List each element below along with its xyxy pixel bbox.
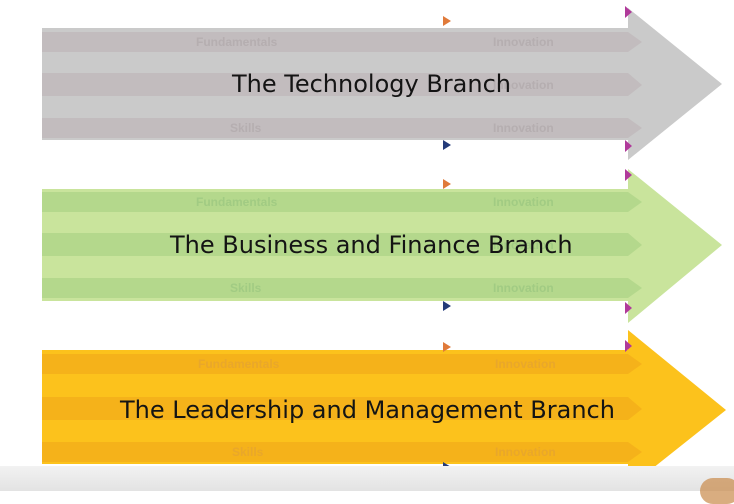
leadership-management-middle-arrow (42, 397, 642, 420)
business-finance-arrow-graphic (42, 169, 722, 323)
technology-skills-arrow (42, 118, 642, 138)
leadership-management-marker-top-right (625, 340, 632, 352)
leadership-management-fundamentals-label: Fundamentals (198, 357, 280, 371)
leadership-management-fundamentals-arrow (42, 354, 642, 374)
corner-control-knob (700, 478, 734, 504)
technology-middle-arrow (42, 73, 642, 96)
leadership-management-skills-arrow (42, 442, 642, 462)
leadership-management-skills-label: Skills (232, 445, 264, 459)
business-finance-skills-arrow (42, 278, 642, 298)
technology-fundamentals-label: Fundamentals (196, 35, 278, 49)
business-finance-marker-bottom-left (443, 301, 451, 311)
business-finance-branch-title: The Business and Finance Branch (170, 231, 573, 259)
business-finance-fundamentals-arrow (42, 192, 642, 212)
leadership-management-branch: Fundamentals Innovation Skills Innovatio… (0, 328, 734, 491)
business-finance-innovation-label-top: Innovation (493, 195, 554, 209)
leadership-management-branch-title: The Leadership and Management Branch (120, 396, 615, 424)
technology-marker-top-left (443, 16, 451, 26)
leadership-management-arrow-graphic (42, 330, 726, 488)
bottom-bar (0, 466, 734, 491)
business-finance-marker-top-right (625, 169, 632, 181)
business-finance-innovation-label-middle: Innovation (493, 238, 554, 252)
business-finance-fundamentals-label: Fundamentals (196, 195, 278, 209)
technology-fundamentals-arrow (42, 32, 642, 52)
technology-arrow-graphic (42, 6, 722, 160)
leadership-management-innovation-label-top: Innovation (495, 357, 556, 371)
business-finance-skills-label: Skills (230, 281, 262, 295)
technology-skills-label: Skills (230, 121, 262, 135)
technology-marker-top-right (625, 6, 632, 18)
business-finance-innovation-label-bottom: Innovation (493, 281, 554, 295)
technology-innovation-label-top: Innovation (493, 35, 554, 49)
business-finance-marker-top-left (443, 179, 451, 189)
technology-marker-bottom-left (443, 140, 451, 150)
leadership-management-marker-top-left (443, 342, 451, 352)
technology-branch-title: The Technology Branch (232, 70, 511, 98)
business-finance-marker-bottom-right (625, 302, 632, 314)
technology-innovation-label-middle: Innovation (493, 78, 554, 92)
business-finance-branch: Fundamentals Innovation Innovation Skill… (0, 165, 734, 325)
leadership-management-innovation-label-bottom: Innovation (495, 445, 556, 459)
technology-innovation-label-bottom: Innovation (493, 121, 554, 135)
technology-branch: Fundamentals Innovation Innovation Skill… (0, 0, 734, 160)
business-finance-middle-arrow (42, 233, 642, 256)
technology-marker-bottom-right (625, 140, 632, 152)
